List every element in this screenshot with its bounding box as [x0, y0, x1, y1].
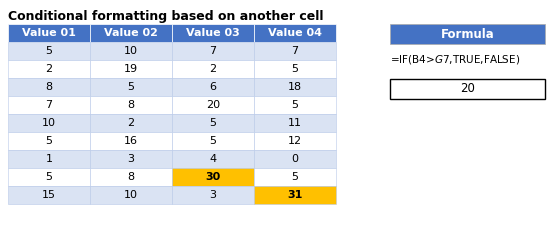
Bar — [8, 186, 90, 204]
Text: Value 03: Value 03 — [186, 28, 240, 38]
Bar — [172, 186, 254, 204]
Bar — [8, 78, 90, 96]
Bar — [390, 79, 545, 99]
Bar — [172, 132, 254, 150]
Text: 6: 6 — [209, 82, 217, 92]
Text: 16: 16 — [124, 136, 138, 146]
Bar — [254, 24, 336, 42]
Bar — [172, 24, 254, 42]
Text: 20: 20 — [460, 83, 475, 95]
Bar — [8, 132, 90, 150]
Bar — [8, 150, 90, 168]
Bar — [254, 96, 336, 114]
Bar — [8, 60, 90, 78]
Text: 19: 19 — [124, 64, 138, 74]
Text: 3: 3 — [128, 154, 134, 164]
Bar — [254, 132, 336, 150]
Text: 5: 5 — [209, 118, 217, 128]
Bar — [254, 186, 336, 204]
Text: 0: 0 — [292, 154, 298, 164]
Text: 2: 2 — [45, 64, 53, 74]
Bar — [8, 96, 90, 114]
Text: 15: 15 — [42, 190, 56, 200]
Text: 8: 8 — [45, 82, 53, 92]
Bar — [172, 150, 254, 168]
Bar — [254, 78, 336, 96]
Bar — [8, 24, 90, 42]
Text: 8: 8 — [128, 172, 134, 182]
Text: 12: 12 — [288, 136, 302, 146]
Text: 3: 3 — [209, 190, 217, 200]
Bar — [254, 168, 336, 186]
Text: 5: 5 — [45, 136, 53, 146]
Text: 2: 2 — [128, 118, 134, 128]
Bar — [172, 114, 254, 132]
Text: 4: 4 — [209, 154, 217, 164]
Text: 8: 8 — [128, 100, 134, 110]
Text: 30: 30 — [206, 172, 221, 182]
Bar — [172, 96, 254, 114]
Bar — [172, 168, 254, 186]
Bar — [254, 60, 336, 78]
Text: Value 02: Value 02 — [104, 28, 158, 38]
Bar — [90, 78, 172, 96]
Bar — [172, 60, 254, 78]
Text: Conditional formatting based on another cell: Conditional formatting based on another … — [8, 10, 324, 23]
Bar — [90, 132, 172, 150]
Text: 10: 10 — [42, 118, 56, 128]
Text: =IF(B4>$G$7,TRUE,FALSE): =IF(B4>$G$7,TRUE,FALSE) — [390, 54, 520, 66]
Bar — [90, 114, 172, 132]
Bar — [8, 42, 90, 60]
Bar — [90, 24, 172, 42]
Text: 5: 5 — [45, 172, 53, 182]
Text: 10: 10 — [124, 190, 138, 200]
Text: 5: 5 — [292, 100, 298, 110]
Text: Formula: Formula — [441, 28, 494, 40]
Bar — [90, 150, 172, 168]
Text: 31: 31 — [287, 190, 303, 200]
Bar — [8, 168, 90, 186]
Bar — [90, 186, 172, 204]
Bar — [172, 78, 254, 96]
Bar — [90, 60, 172, 78]
Text: 10: 10 — [124, 46, 138, 56]
Text: 7: 7 — [45, 100, 53, 110]
Bar — [172, 42, 254, 60]
Text: 5: 5 — [128, 82, 134, 92]
Text: Value 01: Value 01 — [22, 28, 76, 38]
Bar — [8, 114, 90, 132]
Bar — [254, 150, 336, 168]
Text: 5: 5 — [45, 46, 53, 56]
Text: 18: 18 — [288, 82, 302, 92]
Text: 5: 5 — [209, 136, 217, 146]
Bar — [90, 168, 172, 186]
Text: 20: 20 — [206, 100, 220, 110]
Bar — [254, 42, 336, 60]
Text: 5: 5 — [292, 172, 298, 182]
Text: 11: 11 — [288, 118, 302, 128]
Text: Value 04: Value 04 — [268, 28, 322, 38]
Text: 7: 7 — [209, 46, 217, 56]
Text: 5: 5 — [292, 64, 298, 74]
Text: 2: 2 — [209, 64, 217, 74]
Bar — [254, 114, 336, 132]
Bar — [90, 96, 172, 114]
Bar — [90, 42, 172, 60]
Text: 7: 7 — [291, 46, 298, 56]
Bar — [390, 24, 545, 44]
Text: 1: 1 — [45, 154, 53, 164]
